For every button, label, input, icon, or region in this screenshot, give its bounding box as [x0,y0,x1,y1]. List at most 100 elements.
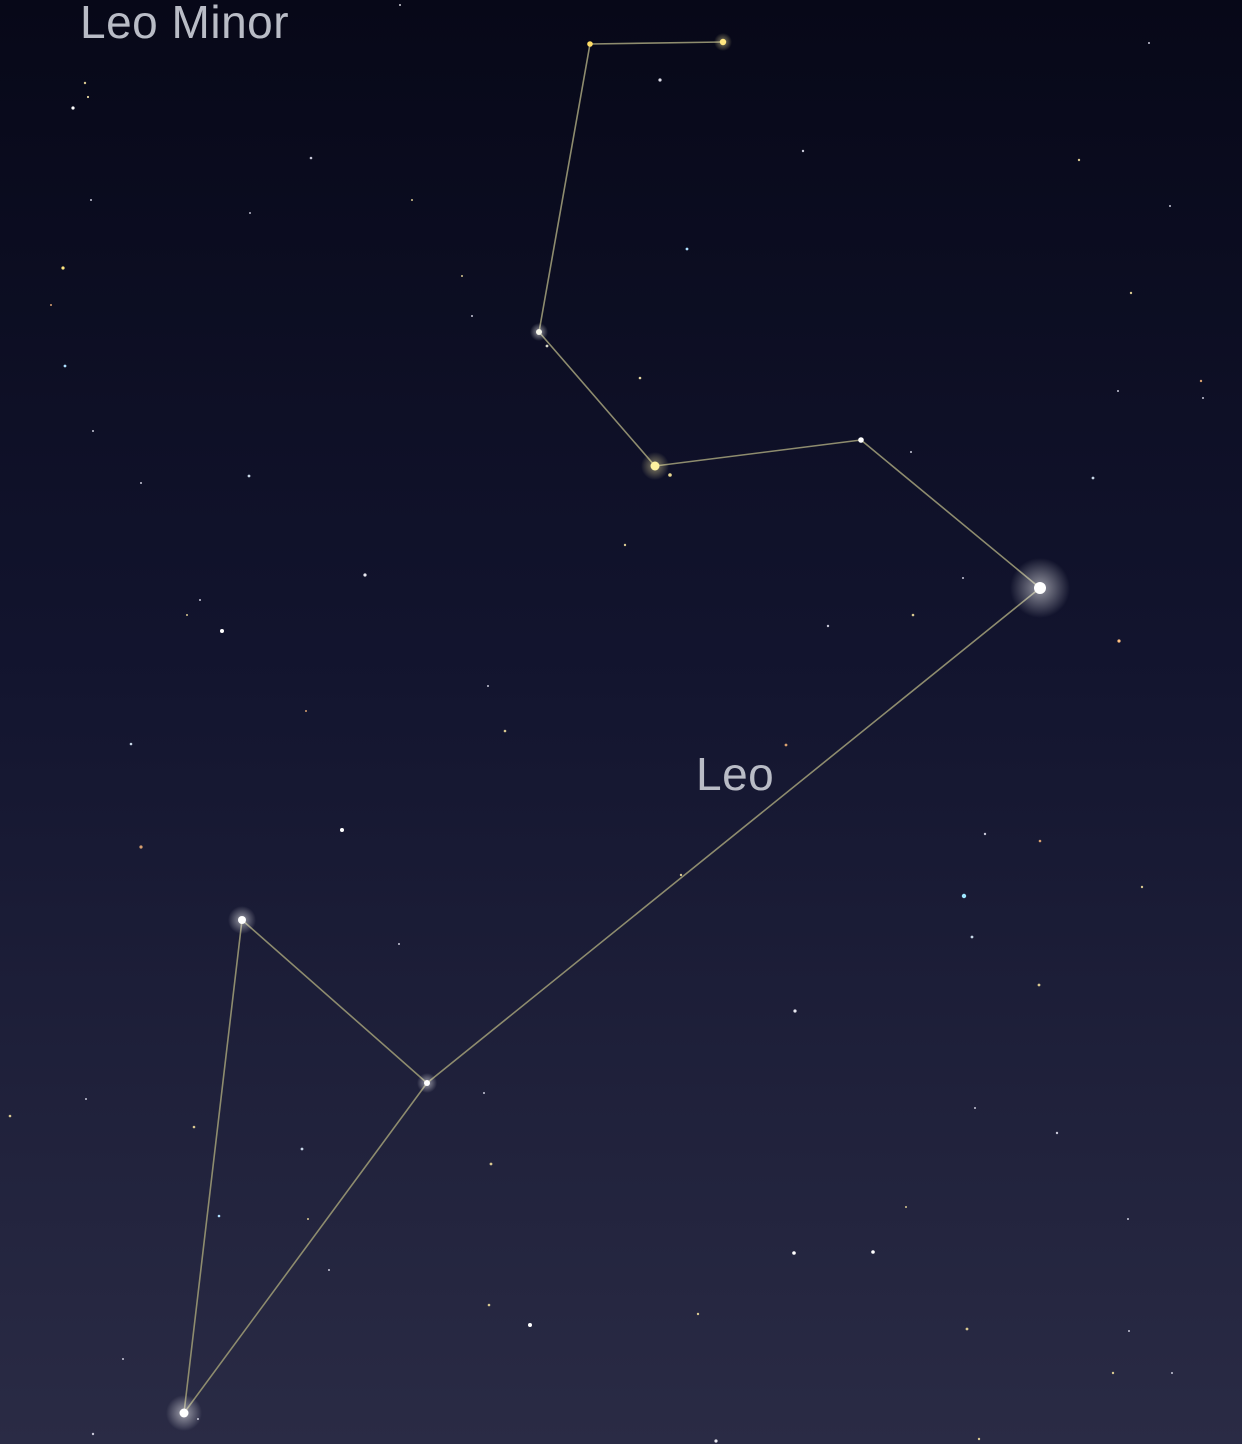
background-star [247,474,251,478]
background-star [83,81,87,85]
constellation-label-leo-minor: Leo Minor [80,0,289,48]
background-star [1037,983,1041,987]
background-star [1202,397,1204,399]
background-star [1038,839,1042,843]
leo-line-4 [654,439,862,467]
background-star [328,1269,330,1271]
background-star [63,364,67,368]
background-star [1117,390,1119,392]
background-star [309,156,313,160]
background-star [905,1206,907,1208]
background-star [86,95,90,99]
background-star [489,1162,493,1166]
background-star [461,275,463,277]
background-star [911,613,915,617]
background-star [85,1098,87,1100]
background-star [307,1218,309,1220]
leo-line-9 [183,1082,428,1414]
background-star [61,266,65,270]
background-star [871,1250,875,1254]
constellation-label-leo: Leo [696,748,774,800]
leo-constellation-stars [166,33,1070,1431]
leo-constellation-lines [183,41,1041,1414]
background-star [471,315,473,317]
background-star [1169,205,1171,207]
leo-line-5 [860,439,1041,589]
background-star [399,4,401,6]
background-star [685,247,689,251]
background-star [340,828,344,832]
background-star [1111,1371,1115,1375]
star-epsilon-leonis [719,38,727,46]
star-adhafera-companion [545,344,549,348]
background-star [658,78,662,82]
background-star [249,212,251,214]
background-star [8,1114,12,1118]
background-star [801,149,805,153]
star-chertan [424,1080,430,1086]
background-star [974,1107,976,1109]
background-star [192,1125,196,1129]
background-star [1127,1218,1129,1220]
background-star [220,629,224,633]
background-star [186,614,188,616]
background-star [1148,42,1150,44]
leo-line-8 [183,919,243,1414]
background-star [92,430,94,432]
background-star [638,376,642,380]
background-star [305,710,307,712]
background-star [300,1147,304,1151]
background-star [826,624,830,628]
background-star [696,1312,700,1316]
background-star [1077,158,1081,162]
background-star [1055,1131,1059,1135]
background-star [910,451,912,453]
leo-line-2 [538,43,591,333]
leo-line-3 [538,331,656,467]
background-star [90,199,92,201]
background-star [487,685,489,687]
background-star [363,573,367,577]
background-star [792,1251,796,1255]
background-star [122,1358,124,1360]
background-star [217,1214,221,1218]
background-star [1140,885,1144,889]
background-star [679,873,683,877]
background-star [793,1009,797,1013]
background-star [528,1323,532,1327]
background-star [50,304,52,306]
leo-line-6 [426,587,1041,1084]
background-star [1091,476,1095,480]
background-star [71,106,75,110]
background-star [139,845,143,849]
leo-line-1 [589,41,724,45]
background-star [199,599,201,601]
background-star [483,1092,485,1094]
background-star [970,935,974,939]
background-star [784,743,788,747]
background-star [977,1437,981,1441]
star-algieba-companion [668,473,672,477]
leo-line-7 [241,919,428,1084]
star-mu-leonis [587,41,593,47]
background-star [129,742,133,746]
background-star [140,482,142,484]
star-denebola [179,1408,189,1418]
background-star [503,729,507,733]
background-star [714,1439,718,1443]
background-stars [8,4,1204,1443]
star-algieba [650,461,660,471]
star-zosma [238,916,246,924]
background-star [411,199,413,201]
background-star [962,577,964,579]
background-star [487,1303,491,1307]
background-star [398,943,400,945]
background-star [91,1432,95,1436]
background-star [1171,1372,1173,1374]
background-star [1117,639,1121,643]
star-adhafera [536,329,542,335]
background-star [961,893,967,899]
star-regulus [1034,582,1046,594]
